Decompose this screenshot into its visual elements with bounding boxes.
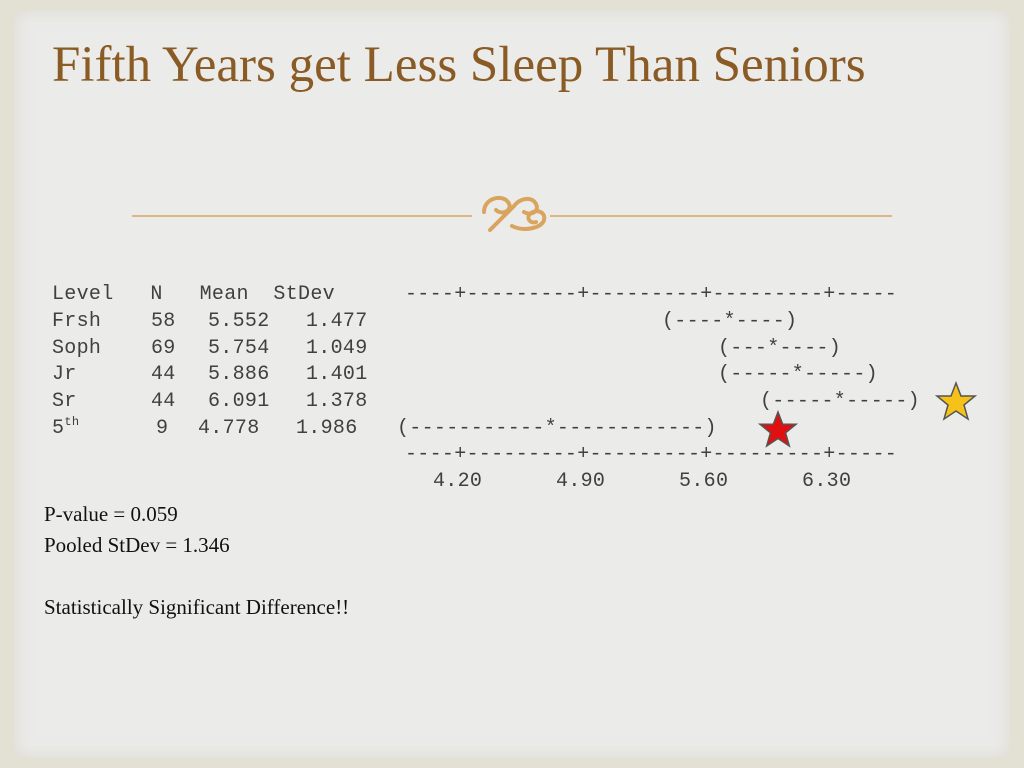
level-cell: Soph <box>52 337 102 360</box>
table-row: Frsh <box>52 309 101 336</box>
gold-star-icon <box>935 381 977 421</box>
table-header: Level N Mean StDev <box>52 283 335 306</box>
p-value-text: P-value = 0.059 <box>44 502 178 526</box>
interval-cell: (----*----) <box>662 310 798 333</box>
title-divider <box>132 195 892 232</box>
axis-tick-labels: 4.20 4.90 5.60 6.30 <box>433 470 852 493</box>
n-cell: 9 <box>156 417 169 440</box>
stdev-cell: 1.477 <box>306 310 368 333</box>
interval-cell: (-----*-----) <box>718 363 878 386</box>
pooled-stdev-text: Pooled StDev = 1.346 <box>44 533 230 557</box>
conclusion-text: Statistically Significant Difference!! <box>44 595 350 619</box>
stdev-cell: 1.401 <box>306 363 368 386</box>
mean-cell: 4.778 <box>198 417 260 440</box>
axis-rule-top: ----+---------+---------+---------+----- <box>405 283 898 306</box>
level-cell: Jr <box>52 363 77 386</box>
slide-title: Fifth Years get Less Sleep Than Seniors <box>52 37 866 93</box>
level-superscript: th <box>64 415 80 429</box>
red-star-icon <box>758 410 798 448</box>
mean-cell: 6.091 <box>208 390 270 413</box>
level-cell: Sr <box>52 390 77 413</box>
n-cell: 44 <box>151 390 176 413</box>
mean-cell: 5.552 <box>208 310 270 333</box>
n-cell: 69 <box>151 337 176 360</box>
n-cell: 58 <box>151 310 176 333</box>
interval-cell: (---*----) <box>718 337 842 360</box>
stdev-cell: 1.049 <box>306 337 368 360</box>
table-row: Soph <box>52 336 101 363</box>
mean-cell: 5.886 <box>208 363 270 386</box>
table-row: 5th <box>52 415 80 444</box>
level-cell: Frsh <box>52 310 102 333</box>
table-row: Jr <box>52 362 77 389</box>
slide <box>14 10 1010 758</box>
mean-cell: 5.754 <box>208 337 270 360</box>
scroll-ornament-icon <box>482 195 547 232</box>
interval-cell: (-----*-----) <box>760 390 920 413</box>
axis-rule-bottom: ----+---------+---------+---------+----- <box>405 443 898 466</box>
stdev-cell: 1.986 <box>296 417 358 440</box>
stdev-cell: 1.378 <box>306 390 368 413</box>
n-cell: 44 <box>151 363 176 386</box>
table-row: Sr <box>52 389 77 416</box>
interval-cell: (-----------*------------) <box>397 417 717 440</box>
level-cell: 5 <box>52 417 65 440</box>
